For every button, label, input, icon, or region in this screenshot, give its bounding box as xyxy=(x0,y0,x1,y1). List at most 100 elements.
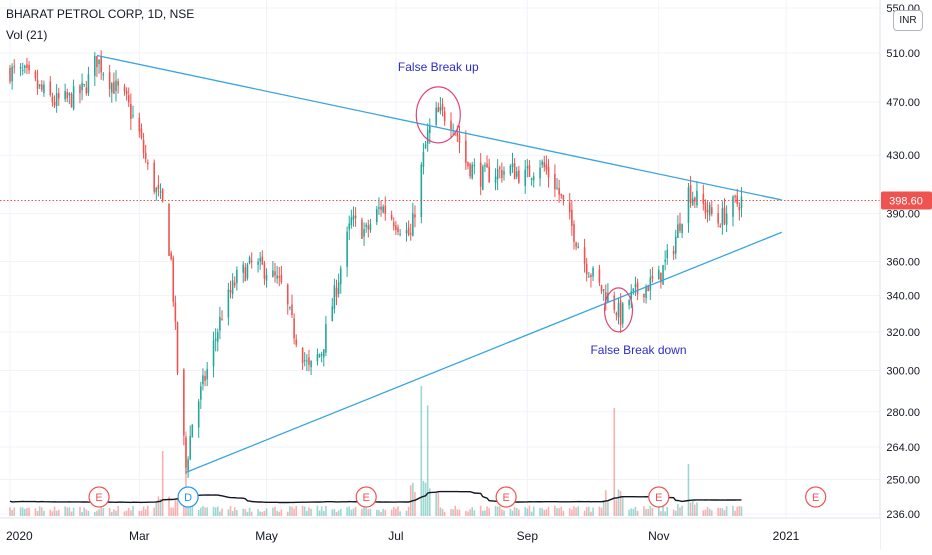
volume-bar xyxy=(588,506,590,516)
last-price-badge[interactable] xyxy=(881,191,932,210)
volume-bar xyxy=(72,507,75,516)
volume-bar xyxy=(153,507,155,516)
candle-body xyxy=(155,187,158,193)
candle-body xyxy=(647,285,649,292)
volume-bar xyxy=(702,510,705,516)
candle-body xyxy=(295,339,298,345)
candle-body xyxy=(24,65,26,68)
volume-bar xyxy=(361,508,363,516)
volume-bar xyxy=(437,492,440,516)
event-marker-earnings[interactable] xyxy=(88,486,110,508)
symbol-title[interactable]: BHARAT PETROL CORP, 1D, NSE xyxy=(6,7,195,21)
event-marker-earnings[interactable] xyxy=(805,486,827,508)
volume-bar xyxy=(331,509,334,516)
candle-body xyxy=(702,193,705,204)
candle-body xyxy=(479,162,482,187)
candle-body xyxy=(306,360,308,362)
volume-bar xyxy=(242,508,245,516)
volume-bar xyxy=(140,510,143,516)
trendlines[interactable] xyxy=(96,54,783,474)
candle-body xyxy=(250,260,253,263)
volume-bar xyxy=(412,482,414,516)
candle-body xyxy=(66,92,69,99)
volume-bar xyxy=(607,500,609,516)
volume-bar xyxy=(376,509,378,516)
volume-bar xyxy=(573,506,575,516)
candle-body xyxy=(257,261,259,265)
currency-badge[interactable]: INR xyxy=(893,10,923,31)
volume-bar xyxy=(274,506,276,516)
y-tick-label: 340.00 xyxy=(886,291,920,303)
event-marker-earnings[interactable] xyxy=(648,486,670,508)
candle-body xyxy=(183,369,185,436)
volume-bar xyxy=(628,509,630,516)
candle-body xyxy=(170,252,172,260)
candle-body xyxy=(41,84,43,90)
candle-body xyxy=(204,375,206,381)
volume-bar xyxy=(352,508,355,516)
volume-bar xyxy=(132,505,134,516)
candle-body xyxy=(221,318,223,320)
candle-body xyxy=(628,300,630,306)
y-tick-label: 250.00 xyxy=(886,475,920,487)
candle-body xyxy=(13,66,16,68)
volume-bar xyxy=(405,510,408,516)
volume-bar xyxy=(206,507,208,516)
volume-bar xyxy=(590,511,592,516)
volume-bar xyxy=(244,509,247,516)
volume-bar xyxy=(219,511,221,516)
candle-body xyxy=(214,338,217,341)
event-marker-label: E xyxy=(502,492,509,504)
annotation-circle[interactable] xyxy=(603,287,634,333)
candle-body xyxy=(174,302,177,322)
volume-bar xyxy=(632,508,635,516)
event-marker-earnings[interactable] xyxy=(355,486,377,508)
annotation-label[interactable]: False Break up xyxy=(398,60,479,74)
trendline-upper[interactable] xyxy=(96,54,782,201)
volume-bar xyxy=(723,510,726,516)
trendline-lower[interactable] xyxy=(185,231,783,474)
candle-body xyxy=(147,162,149,165)
candle-body xyxy=(734,195,736,198)
volume-bar xyxy=(113,509,115,516)
volume-bar xyxy=(496,506,499,516)
volume-bar xyxy=(337,510,340,516)
candle-body xyxy=(236,270,238,284)
candle-body xyxy=(301,348,304,364)
volume-bar xyxy=(488,508,490,516)
volume-bar xyxy=(409,485,412,516)
volume-bar xyxy=(708,508,711,516)
candle-body xyxy=(437,107,440,113)
candle-body xyxy=(397,227,399,232)
candle-body xyxy=(636,282,639,295)
volume-bar xyxy=(454,505,457,516)
candle-body xyxy=(261,256,264,265)
volume-bar xyxy=(486,506,488,516)
volume-indicator-label[interactable]: Vol (21) xyxy=(6,28,48,42)
volume-bar xyxy=(710,510,713,516)
candle-body xyxy=(435,107,437,125)
candle-body xyxy=(265,275,268,281)
candle-body xyxy=(233,282,236,286)
volume-bar xyxy=(539,507,541,516)
annotations[interactable]: False Break up False Break down xyxy=(398,60,687,357)
annotation-label[interactable]: False Break down xyxy=(590,343,686,357)
candle-body xyxy=(354,215,357,218)
candle-body xyxy=(666,249,669,259)
event-marker-earnings[interactable] xyxy=(495,486,517,508)
volume-bar xyxy=(11,509,13,516)
volume-bar xyxy=(250,511,253,516)
annotation-circle[interactable] xyxy=(415,86,461,144)
candle-body xyxy=(613,295,616,310)
candle-body xyxy=(689,185,692,203)
volume-bar xyxy=(604,490,607,516)
event-marker-dividend[interactable] xyxy=(177,486,199,508)
candle-body xyxy=(585,264,588,275)
candle-body xyxy=(422,151,425,167)
volume-bar xyxy=(734,510,736,516)
volume-bar xyxy=(677,504,679,516)
volume-bar xyxy=(19,507,22,516)
